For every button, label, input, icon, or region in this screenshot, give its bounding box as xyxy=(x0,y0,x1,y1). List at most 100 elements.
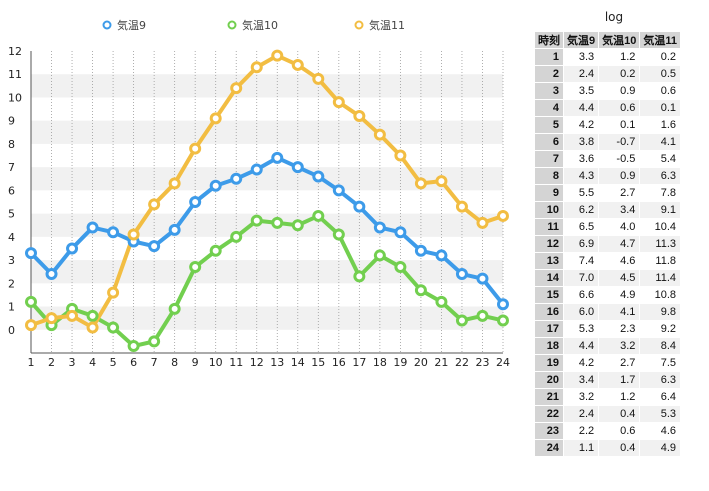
log-value-cell: 4.4 xyxy=(562,337,600,355)
x-tick-label: 10 xyxy=(209,356,223,369)
x-tick-label: 20 xyxy=(414,356,428,369)
x-tick-label: 5 xyxy=(110,356,117,369)
data-point xyxy=(86,221,99,234)
plot-band xyxy=(31,167,503,191)
x-tick-label: 7 xyxy=(151,356,158,369)
log-time-cell: 4 xyxy=(534,99,564,117)
log-row: 12 6.9 4.7 11.3 xyxy=(534,235,682,253)
log-value-cell: 0.1 xyxy=(598,116,641,134)
log-time-cell: 23 xyxy=(534,422,564,440)
data-point xyxy=(291,219,304,232)
log-row: 11 6.5 4.0 10.4 xyxy=(534,218,682,236)
log-value-cell: 0.5 xyxy=(639,65,682,83)
x-tick-label: 16 xyxy=(332,356,346,369)
log-value-cell: 0.4 xyxy=(598,405,641,423)
x-tick-labels: 1 2 3 4 5 6 7 8 9 10 11 12 13 14 15 16 17 18 19 20 21 22 23 24 xyxy=(28,356,511,369)
x-tick-label: 18 xyxy=(373,356,387,369)
log-value-cell: 5.5 xyxy=(562,184,600,202)
log-row: 23 2.2 0.6 4.6 xyxy=(534,422,682,440)
data-point xyxy=(312,209,325,222)
log-time-cell: 9 xyxy=(534,184,564,202)
log-value-cell: 3.6 xyxy=(562,150,600,168)
log-value-cell: 3.8 xyxy=(562,133,600,151)
log-value-cell: 0.6 xyxy=(598,422,641,440)
x-tick-label: 13 xyxy=(270,356,284,369)
data-point xyxy=(168,223,181,236)
x-tick-label: 21 xyxy=(434,356,448,369)
log-value-cell: 9.1 xyxy=(639,201,682,219)
x-tick-label: 24 xyxy=(496,356,510,369)
plot-bands xyxy=(31,74,503,330)
log-value-cell: 4.1 xyxy=(598,303,641,321)
data-point xyxy=(394,261,407,274)
data-point xyxy=(271,151,284,164)
log-value-cell: 0.4 xyxy=(598,439,641,457)
data-point xyxy=(66,242,79,255)
log-row: 17 5.3 2.3 9.2 xyxy=(534,320,682,338)
log-value-cell: -0.7 xyxy=(598,133,641,151)
log-time-cell: 19 xyxy=(534,354,564,372)
data-point xyxy=(476,216,489,229)
log-time-cell: 13 xyxy=(534,252,564,270)
data-point xyxy=(250,61,263,74)
data-point xyxy=(435,175,448,188)
legend: 気温9 気温10 気温11 xyxy=(102,18,405,32)
data-point xyxy=(455,314,468,327)
log-row: 18 4.4 3.2 8.4 xyxy=(534,337,682,355)
log-title: log xyxy=(604,10,624,24)
data-point xyxy=(168,302,181,315)
log-column-header: 気温9 xyxy=(562,31,600,49)
x-tick-label: 14 xyxy=(291,356,305,369)
log-time-cell: 5 xyxy=(534,116,564,134)
log-value-cell: 4.9 xyxy=(598,286,641,304)
data-point xyxy=(189,142,202,155)
data-point xyxy=(312,170,325,183)
x-tick-label: 22 xyxy=(455,356,469,369)
log-value-cell: 0.6 xyxy=(598,99,641,117)
y-tick-label: 6 xyxy=(8,184,15,197)
log-value-cell: 7.4 xyxy=(562,252,600,270)
data-point xyxy=(107,321,120,334)
log-value-cell: 11.4 xyxy=(639,269,682,287)
data-point xyxy=(414,244,427,257)
log-time-cell: 15 xyxy=(534,286,564,304)
log-value-cell: 6.5 xyxy=(562,218,600,236)
log-row: 9 5.5 2.7 7.8 xyxy=(534,184,682,202)
data-point xyxy=(373,128,386,141)
x-tick-label: 19 xyxy=(393,356,407,369)
log-value-cell: 1.2 xyxy=(598,388,641,406)
data-point xyxy=(414,284,427,297)
log-row: 4 4.4 0.6 0.1 xyxy=(534,99,682,117)
log-table: 時刻 気温9 気温10 気温11 1 3.3 1.2 0.2 2 2.4 0.2 0.5 3 3.5 0.… xyxy=(534,31,682,457)
log-column-header: 時刻 xyxy=(534,31,564,49)
log-row: 24 1.1 0.4 4.9 xyxy=(534,439,682,457)
x-tick-label: 23 xyxy=(475,356,489,369)
log-value-cell: 11.8 xyxy=(639,252,682,270)
data-point xyxy=(455,200,468,213)
log-value-cell: 4.3 xyxy=(562,167,600,185)
x-tick-label: 3 xyxy=(69,356,76,369)
log-value-cell: 10.4 xyxy=(639,218,682,236)
log-time-cell: 20 xyxy=(534,371,564,389)
log-time-cell: 22 xyxy=(534,405,564,423)
x-tick-label: 12 xyxy=(250,356,264,369)
log-value-cell: 9.8 xyxy=(639,303,682,321)
data-point xyxy=(107,226,120,239)
log-time-cell: 14 xyxy=(534,269,564,287)
log-value-cell: 1.1 xyxy=(562,439,600,457)
log-row: 1 3.3 1.2 0.2 xyxy=(534,48,682,66)
log-column-header: 気温11 xyxy=(639,31,682,49)
log-time-cell: 24 xyxy=(534,439,564,457)
data-point xyxy=(25,319,37,332)
log-value-cell: 3.4 xyxy=(598,201,641,219)
data-point xyxy=(45,268,58,281)
log-value-cell: 1.2 xyxy=(598,48,641,66)
log-value-cell: 4.7 xyxy=(598,235,641,253)
legend-marker xyxy=(354,20,364,30)
data-point xyxy=(497,298,509,311)
log-value-cell: 4.6 xyxy=(639,422,682,440)
log-value-cell: 2.7 xyxy=(598,184,641,202)
log-row: 14 7.0 4.5 11.4 xyxy=(534,269,682,287)
log-value-cell: 1.6 xyxy=(639,116,682,134)
log-value-cell: 6.2 xyxy=(562,201,600,219)
